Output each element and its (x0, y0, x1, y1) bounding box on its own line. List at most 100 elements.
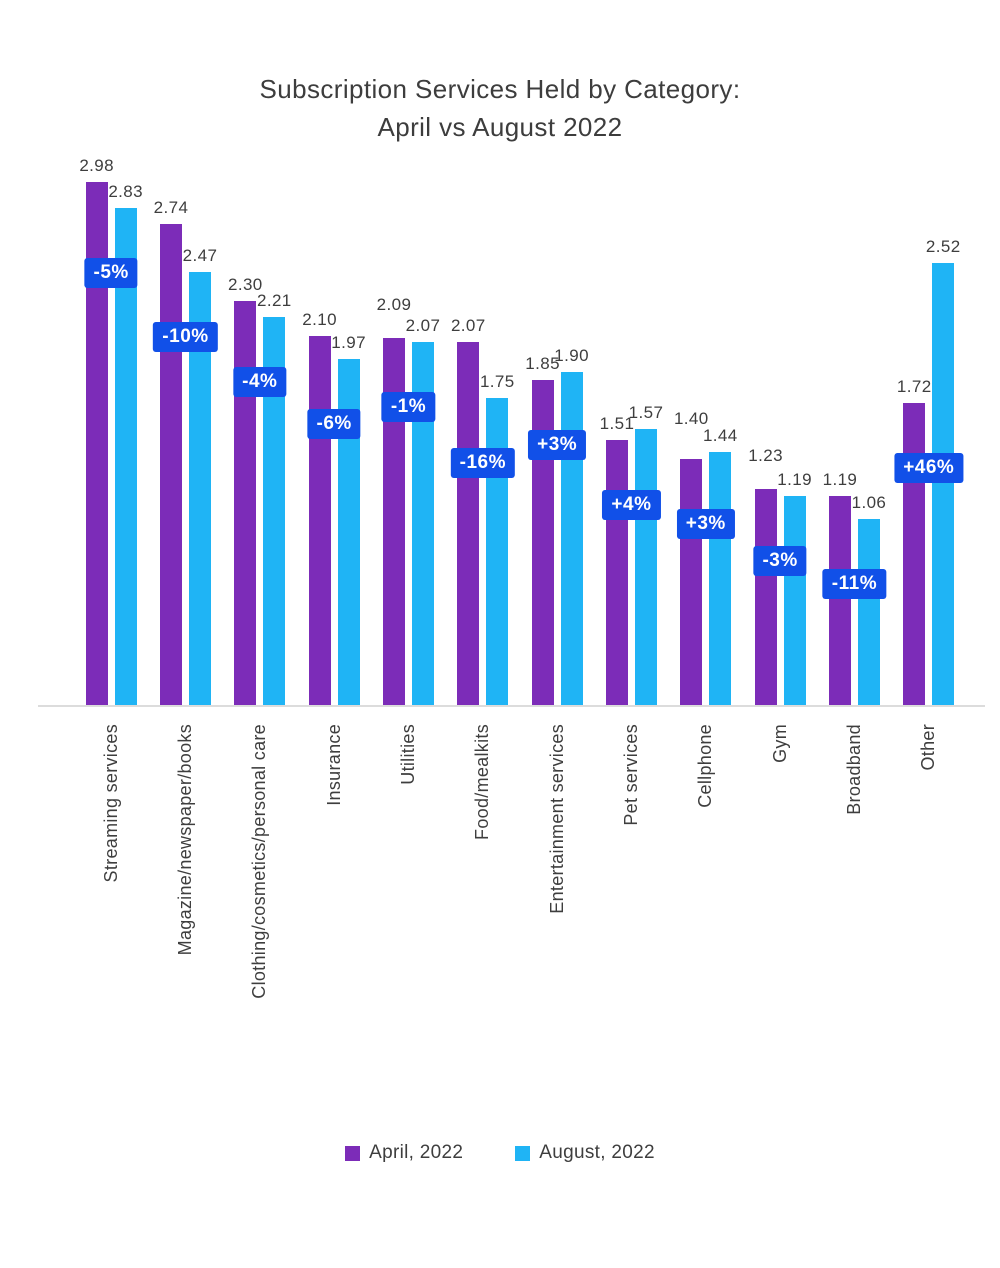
category-label: Magazine/newspaper/books (174, 724, 195, 956)
value-label-august: 2.21 (256, 291, 292, 311)
category-label-cell: Magazine/newspaper/books (148, 724, 222, 1029)
page: { "title": { "line1": "Subscription Serv… (0, 70, 1000, 1268)
legend-swatch-august (515, 1145, 531, 1161)
value-label-april: 1.85 (525, 354, 560, 374)
legend-item-august: August, 2022 (515, 1142, 655, 1164)
category-label: Food/mealkits (472, 724, 493, 840)
category-axis: Streaming services Magazine/newspaper/boo… (38, 707, 985, 1029)
category-label-cell: Streaming services (74, 724, 148, 1029)
category-group: 2.98 2.83 -5% (74, 150, 148, 705)
change-badge: +3% (528, 430, 587, 461)
category-label: Other (918, 724, 939, 771)
bar-august (114, 208, 137, 705)
category-label: Pet services (620, 724, 641, 826)
category-group: 1.23 1.19 -3% (743, 150, 817, 705)
change-badge: +4% (602, 489, 661, 520)
category-group: 2.74 2.47 -10% (148, 150, 222, 705)
chart-title: Subscription Services Held by Category: … (0, 70, 1000, 146)
bar-april (457, 341, 480, 705)
value-label-april: 1.19 (822, 470, 858, 490)
category-label-cell: Cellphone (669, 724, 743, 1029)
bar-august (560, 371, 583, 705)
change-badge: -4% (233, 367, 287, 398)
bar-april (234, 301, 257, 705)
bar-august (188, 271, 211, 705)
change-badge: -3% (753, 546, 807, 577)
value-label-august: 1.06 (851, 492, 887, 512)
chart-title-line1: Subscription Services Held by Category: (259, 74, 741, 104)
bar-april (903, 403, 926, 705)
bar-august (857, 518, 880, 705)
value-label-april: 1.51 (599, 414, 635, 433)
value-label-august: 2.07 (405, 315, 441, 335)
change-badge: -5% (84, 258, 138, 289)
category-label-cell: Clothing/cosmetics/personal care (223, 724, 297, 1029)
value-label-april: 2.09 (376, 295, 412, 315)
category-label-cell: Gym (743, 724, 817, 1029)
category-label: Streaming services (100, 724, 121, 883)
bar-chart: 2.98 2.83 -5% 2.74 2.47 -10% 2.30 2.21 -4% 2.10 1.… (38, 150, 985, 1029)
bar-august (337, 359, 360, 705)
category-label: Insurance (323, 724, 344, 806)
legend-label-april: April, 2022 (369, 1142, 464, 1163)
change-badge: +46% (894, 453, 964, 484)
change-badge: +3% (676, 509, 735, 540)
change-badge: -11% (822, 568, 887, 599)
value-label-august: 1.90 (554, 345, 589, 365)
category-label-cell: Insurance (297, 724, 371, 1029)
value-label-august: 1.44 (702, 426, 738, 446)
value-label-april: 2.98 (79, 156, 114, 176)
value-label-august: 2.83 (108, 182, 143, 202)
value-label-april: 2.30 (227, 275, 263, 295)
bar-august (634, 429, 657, 705)
category-group: 1.40 1.44 +3% (669, 150, 743, 705)
category-label-cell: Entertainment services (520, 724, 594, 1029)
legend-item-april: April, 2022 (345, 1142, 463, 1164)
category-group: 1.85 1.90 +3% (520, 150, 594, 705)
bar-april (531, 380, 554, 705)
value-label-august: 1.75 (479, 371, 515, 391)
x-axis-line (38, 705, 985, 707)
category-label: Broadband (843, 724, 864, 815)
category-group: 2.30 2.21 -4% (223, 150, 297, 705)
category-group: 1.19 1.06 -11% (817, 150, 891, 705)
bar-april (85, 182, 108, 705)
bar-april (680, 459, 703, 705)
bar-april (159, 224, 182, 705)
change-badge: -16% (450, 447, 515, 478)
legend-swatch-april (345, 1145, 361, 1161)
category-group: 1.72 2.52 +46% (892, 150, 966, 705)
legend: April, 2022 August, 2022 (0, 1142, 1000, 1164)
bar-april (382, 338, 405, 705)
category-label: Clothing/cosmetics/personal care (249, 724, 270, 999)
category-label-cell: Broadband (817, 724, 891, 1029)
bar-april (308, 336, 331, 705)
chart-title-line2: April vs August 2022 (377, 112, 623, 142)
bar-august (783, 496, 806, 705)
value-label-august: 1.19 (777, 470, 812, 490)
value-label-april: 2.74 (153, 198, 189, 218)
bar-april (828, 496, 851, 705)
value-label-april: 2.10 (302, 310, 337, 330)
category-group: 2.10 1.97 -6% (297, 150, 371, 705)
bar-april (605, 440, 628, 705)
category-group: 2.07 1.75 -16% (446, 150, 520, 705)
value-label-april: 1.23 (748, 446, 783, 466)
legend-label-august: August, 2022 (539, 1142, 655, 1163)
bar-august (486, 397, 509, 705)
change-badge: -1% (381, 391, 436, 422)
category-label-cell: Other (892, 724, 966, 1029)
plot-area: 2.98 2.83 -5% 2.74 2.47 -10% 2.30 2.21 -4% 2.10 1.… (38, 150, 985, 705)
value-label-april: 1.72 (896, 377, 932, 397)
category-label: Entertainment services (546, 724, 567, 914)
change-badge: -6% (307, 409, 361, 440)
category-group: 2.09 2.07 -1% (371, 150, 445, 705)
change-badge: -10% (153, 321, 218, 352)
bar-august (263, 317, 286, 705)
value-label-august: 1.57 (628, 403, 664, 423)
category-label: Cellphone (695, 724, 716, 808)
category-label: Utilities (397, 724, 418, 785)
value-label-august: 2.52 (925, 236, 961, 256)
value-label-august: 2.47 (182, 245, 218, 265)
category-label-cell: Utilities (371, 724, 445, 1029)
